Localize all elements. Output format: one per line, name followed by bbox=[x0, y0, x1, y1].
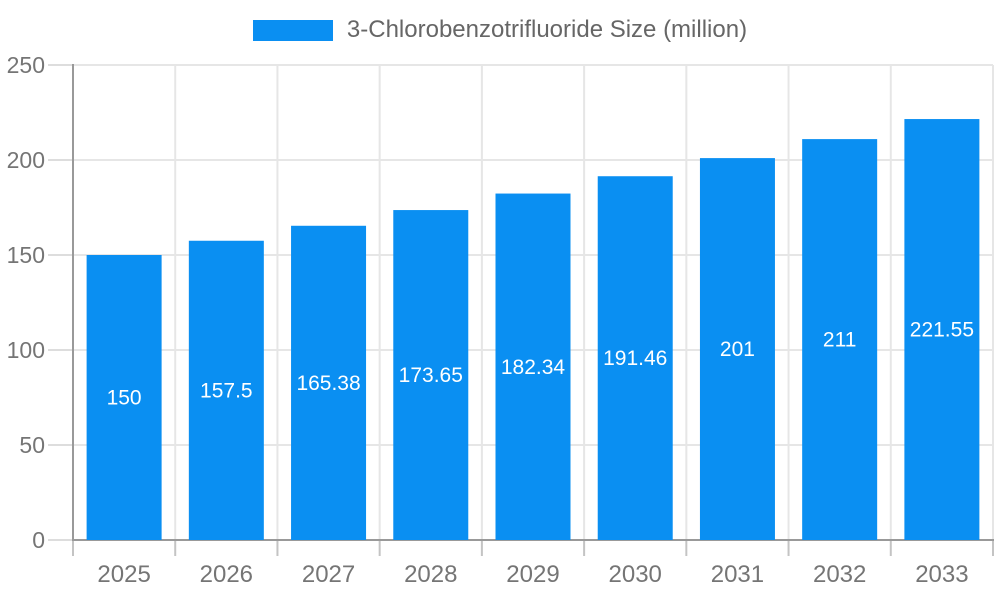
y-axis-label-50: 50 bbox=[19, 432, 45, 458]
x-axis-label-2031: 2031 bbox=[711, 561, 764, 588]
x-axis-label-2033: 2033 bbox=[915, 561, 968, 588]
bar-value-label: 165.38 bbox=[296, 372, 360, 395]
bar-2026 bbox=[188, 240, 264, 540]
bar-2029 bbox=[495, 193, 571, 540]
bar-value-label: 150 bbox=[107, 387, 142, 410]
tick-marks bbox=[48, 64, 994, 556]
y-axis-label-200: 200 bbox=[7, 147, 45, 173]
bar-value-label: 182.34 bbox=[501, 356, 566, 379]
bar-value-label: 221.55 bbox=[910, 319, 974, 342]
bar-value-label: 191.46 bbox=[603, 347, 667, 370]
y-axis-label-0: 0 bbox=[32, 527, 45, 553]
bar-2032 bbox=[802, 139, 878, 540]
y-axis-label-100: 100 bbox=[7, 337, 45, 363]
bar-value-label: 157.5 bbox=[200, 379, 253, 402]
bar-2030 bbox=[597, 176, 673, 540]
x-axis-label-2026: 2026 bbox=[200, 561, 253, 588]
bar-value-label: 201 bbox=[720, 338, 755, 361]
y-axis-label-150: 150 bbox=[7, 242, 45, 268]
bar-2027 bbox=[291, 225, 367, 540]
bar-value-labels: 150 157.5 165.38 173.65 182.34 191.46 201 211 22… bbox=[107, 319, 974, 410]
x-axis-label-2028: 2028 bbox=[404, 561, 457, 588]
bar-2033 bbox=[904, 119, 980, 541]
bar-value-label: 211 bbox=[823, 329, 856, 352]
x-axis-labels: 2025 2026 2027 2028 2029 2030 2031 2032 2033 bbox=[97, 561, 968, 588]
bar-2025 bbox=[86, 255, 162, 540]
y-axis-labels: 0 50 100 150 200 250 bbox=[7, 52, 45, 553]
bar-value-label: 173.65 bbox=[399, 364, 463, 387]
y-axis-label-250: 250 bbox=[7, 52, 45, 78]
bar-2031 bbox=[699, 158, 775, 540]
x-axis-label-2032: 2032 bbox=[813, 561, 866, 588]
x-axis-label-2030: 2030 bbox=[609, 561, 662, 588]
x-axis-label-2027: 2027 bbox=[302, 561, 355, 588]
bar-2028 bbox=[393, 210, 469, 540]
bars bbox=[86, 119, 980, 541]
x-axis-label-2029: 2029 bbox=[506, 561, 559, 588]
x-axis-label-2025: 2025 bbox=[97, 561, 150, 588]
